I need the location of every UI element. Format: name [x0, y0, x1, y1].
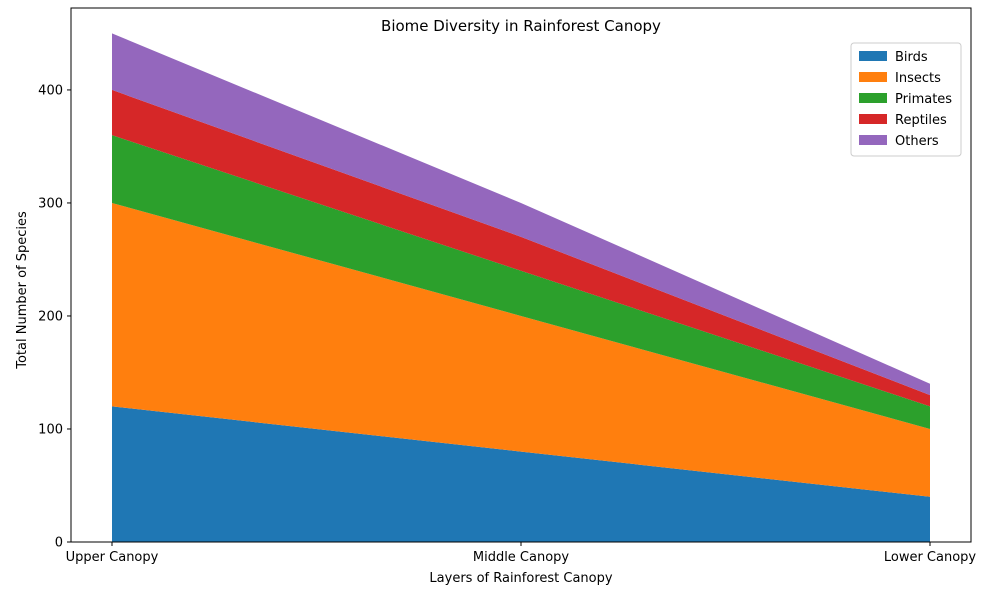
y-axis-ticks: 0 100 200 300 400	[38, 83, 71, 551]
legend-box	[850, 42, 962, 157]
legend-swatch-birds	[859, 51, 887, 61]
legend-label: Primates	[895, 92, 952, 107]
y-axis-label: Total Number of Species	[15, 211, 30, 370]
area-reptiles	[112, 89, 930, 407]
x-tick-label: Middle Canopy	[473, 550, 570, 565]
area-others	[112, 33, 930, 396]
x-tick-label: Upper Canopy	[66, 550, 159, 565]
legend-label: Insects	[895, 71, 941, 86]
chart-title: Biome Diversity in Rainforest Canopy	[381, 17, 661, 35]
y-tick-label: 100	[38, 422, 63, 437]
y-tick-label: 200	[38, 309, 63, 324]
x-tick-label: Lower Canopy	[884, 550, 977, 565]
stacked-areas	[112, 33, 930, 542]
x-axis-ticks: Upper Canopy Middle Canopy Lower Canopy	[66, 542, 977, 565]
legend-label: Reptiles	[895, 113, 947, 128]
legend-label: Others	[895, 134, 939, 149]
legend-swatch-insects	[859, 72, 887, 82]
area-birds	[112, 406, 930, 542]
y-tick-label: 0	[55, 536, 63, 551]
y-tick-label: 400	[38, 83, 63, 98]
legend: Birds Insects Primates Reptiles Others	[850, 42, 962, 157]
legend-swatch-primates	[859, 93, 887, 103]
y-tick-label: 300	[38, 196, 63, 211]
area-primates	[112, 135, 930, 429]
legend-label: Birds	[895, 50, 928, 65]
legend-swatch-reptiles	[859, 114, 887, 124]
area-insects	[112, 202, 930, 497]
legend-swatch-others	[859, 135, 887, 145]
x-axis-label: Layers of Rainforest Canopy	[429, 571, 612, 586]
